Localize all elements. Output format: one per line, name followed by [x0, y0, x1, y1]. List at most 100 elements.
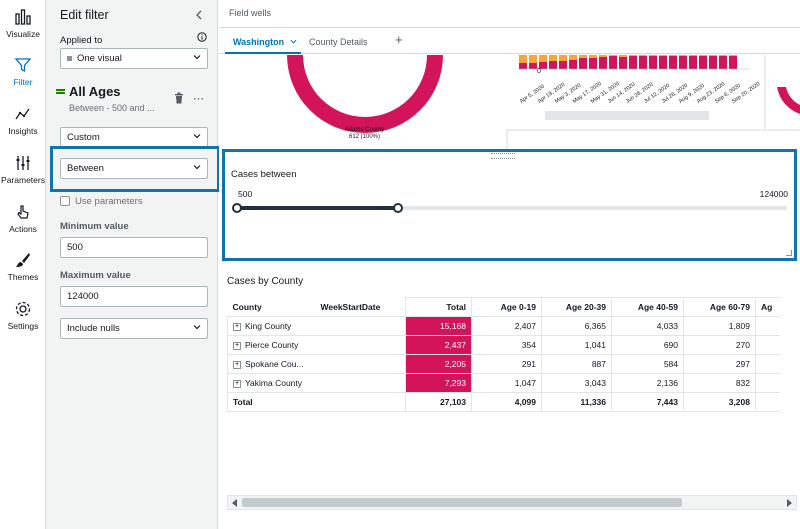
- col-age-40-59[interactable]: Age 40-59: [611, 297, 684, 317]
- slider-max-handle[interactable]: [392, 203, 403, 213]
- chevron-down-icon: [193, 134, 201, 139]
- scroll-right-icon[interactable]: [786, 499, 793, 507]
- table-horizontal-scrollbar[interactable]: [227, 495, 797, 510]
- min-value-label: Minimum value: [60, 221, 129, 232]
- min-value-input[interactable]: 500: [60, 237, 208, 258]
- age-0-19-cell: 4,099: [471, 392, 542, 412]
- rail-visualize[interactable]: Visualize: [0, 8, 46, 39]
- nulls-value: Include nulls: [67, 323, 120, 334]
- tab-county-details-label: County Details: [309, 37, 368, 47]
- cases-table: County WeekStartDate Total Age 0-19 Age …: [227, 297, 800, 412]
- donut-label-count: 612 (100%): [348, 134, 381, 140]
- scroll-left-icon[interactable]: [231, 499, 238, 507]
- condition-value: Between: [67, 163, 104, 174]
- donut-label: Adams County 612 (100%): [307, 127, 422, 141]
- row-county-cell[interactable]: + King County: [227, 316, 406, 336]
- filter-icon: [14, 58, 32, 73]
- age-40-59-cell: 4,033: [611, 316, 684, 336]
- y-axis-zero: 0: [537, 68, 541, 75]
- resize-handle[interactable]: [786, 250, 792, 256]
- rail-themes[interactable]: Themes: [0, 251, 46, 282]
- scroll-thumb[interactable]: [242, 498, 682, 507]
- icon-rail: Visualize Filter Insights Parameters Act…: [0, 0, 46, 529]
- condition-select[interactable]: Between: [60, 158, 208, 179]
- equals-icon: [56, 89, 65, 94]
- more-options-icon[interactable]: ⋯: [193, 93, 204, 105]
- age-20-39-cell: 11,336: [541, 392, 612, 412]
- info-icon[interactable]: [197, 32, 207, 42]
- col-age-0-19[interactable]: Age 0-19: [471, 297, 542, 317]
- age-60-79-cell: 1,809: [683, 316, 756, 336]
- rail-settings[interactable]: Settings: [0, 300, 46, 331]
- drag-handle[interactable]: [491, 153, 515, 159]
- bar-chart-icon: [15, 9, 31, 25]
- age-40-59-cell: 584: [611, 354, 684, 374]
- field-wells-bar[interactable]: Field wells: [219, 0, 800, 28]
- background-visuals: [287, 55, 800, 149]
- use-parameters-checkbox[interactable]: [60, 196, 70, 206]
- tab-county-details[interactable]: County Details: [301, 28, 381, 54]
- rail-label-insights: Insights: [8, 126, 38, 136]
- total-cell: 7,293: [405, 373, 472, 393]
- col-county[interactable]: County: [227, 297, 316, 317]
- table-row: + King County 15,168 2,407 6,365 4,033 1,…: [227, 316, 780, 336]
- sheet-tabs: Washington County Details +: [219, 28, 800, 54]
- col-age-partial[interactable]: Ag: [755, 297, 780, 317]
- expand-icon[interactable]: +: [233, 360, 241, 369]
- row-county-cell[interactable]: + Spokane Cou...: [227, 354, 406, 374]
- chevron-down-icon: [193, 55, 201, 60]
- expand-icon[interactable]: +: [233, 341, 241, 350]
- donut-label-county: Adams County: [344, 127, 385, 133]
- condition-highlight-box: [50, 146, 220, 192]
- tab-washington[interactable]: Washington: [225, 28, 301, 54]
- slider-min-label: 500: [238, 189, 253, 199]
- age-20-39-cell: 3,043: [541, 373, 612, 393]
- county-name: King County: [245, 321, 292, 331]
- slider-track[interactable]: [232, 203, 787, 213]
- filter-type-select[interactable]: Custom: [60, 127, 208, 148]
- col-total[interactable]: Total: [405, 297, 472, 317]
- col-age-20-39[interactable]: Age 20-39: [541, 297, 612, 317]
- expand-icon[interactable]: +: [233, 379, 241, 388]
- col-weekstart[interactable]: WeekStartDate: [315, 297, 406, 317]
- expand-icon[interactable]: +: [233, 322, 241, 331]
- slider-min-handle[interactable]: [232, 203, 242, 213]
- brush-icon: [16, 253, 30, 267]
- table-row: + Pierce County 2,437 354 1,041 690 270: [227, 335, 780, 355]
- x-axis-dates: Apr 5, 2020 Apr 19, 2020 May 3, 2020 May 17…: [519, 81, 762, 108]
- tab-washington-label: Washington: [233, 37, 285, 47]
- donut-ring[interactable]: [287, 55, 443, 133]
- rail-label-settings: Settings: [7, 321, 39, 331]
- row-county-cell[interactable]: + Yakima County: [227, 373, 406, 393]
- rail-actions[interactable]: Actions: [0, 203, 46, 234]
- rail-insights[interactable]: Insights: [0, 105, 46, 136]
- total-cell: 27,103: [405, 392, 472, 412]
- trash-icon[interactable]: [174, 92, 184, 104]
- total-cell: 15,168: [405, 316, 472, 336]
- county-name: Pierce County: [245, 340, 299, 350]
- collapse-chevron-icon[interactable]: [194, 10, 204, 20]
- rail-parameters[interactable]: Parameters: [0, 154, 46, 185]
- filter-panel: Edit filter Applied to One visual All Ag…: [46, 0, 218, 529]
- rail-filter[interactable]: Filter: [0, 56, 46, 87]
- max-value-input[interactable]: 124000: [60, 286, 208, 307]
- panel-title: Edit filter: [60, 8, 109, 22]
- stacked-bars[interactable]: [519, 55, 737, 69]
- total-cell: 2,205: [405, 354, 472, 374]
- cases-between-control: Cases between 500 124000: [222, 149, 797, 261]
- age-0-19-cell: 354: [471, 335, 542, 355]
- bar-chart-scrollbar[interactable]: [545, 111, 709, 120]
- applied-to-select[interactable]: One visual: [60, 48, 208, 69]
- max-value-label: Maximum value: [60, 270, 131, 281]
- age-60-79-cell: 297: [683, 354, 756, 374]
- rail-label-visualize: Visualize: [6, 29, 40, 39]
- col-age-60-79[interactable]: Age 60-79: [683, 297, 756, 317]
- row-county-cell[interactable]: + Pierce County: [227, 335, 406, 355]
- nulls-select[interactable]: Include nulls: [60, 318, 208, 339]
- table-title: Cases by County: [227, 276, 304, 287]
- age-0-19-cell: 291: [471, 354, 542, 374]
- add-tab-button[interactable]: +: [395, 32, 403, 47]
- partial-donut-right[interactable]: [777, 87, 800, 114]
- age-0-19-cell: 2,407: [471, 316, 542, 336]
- table-total-row: Total 27,103 4,099 11,336 7,443 3,208: [227, 392, 780, 412]
